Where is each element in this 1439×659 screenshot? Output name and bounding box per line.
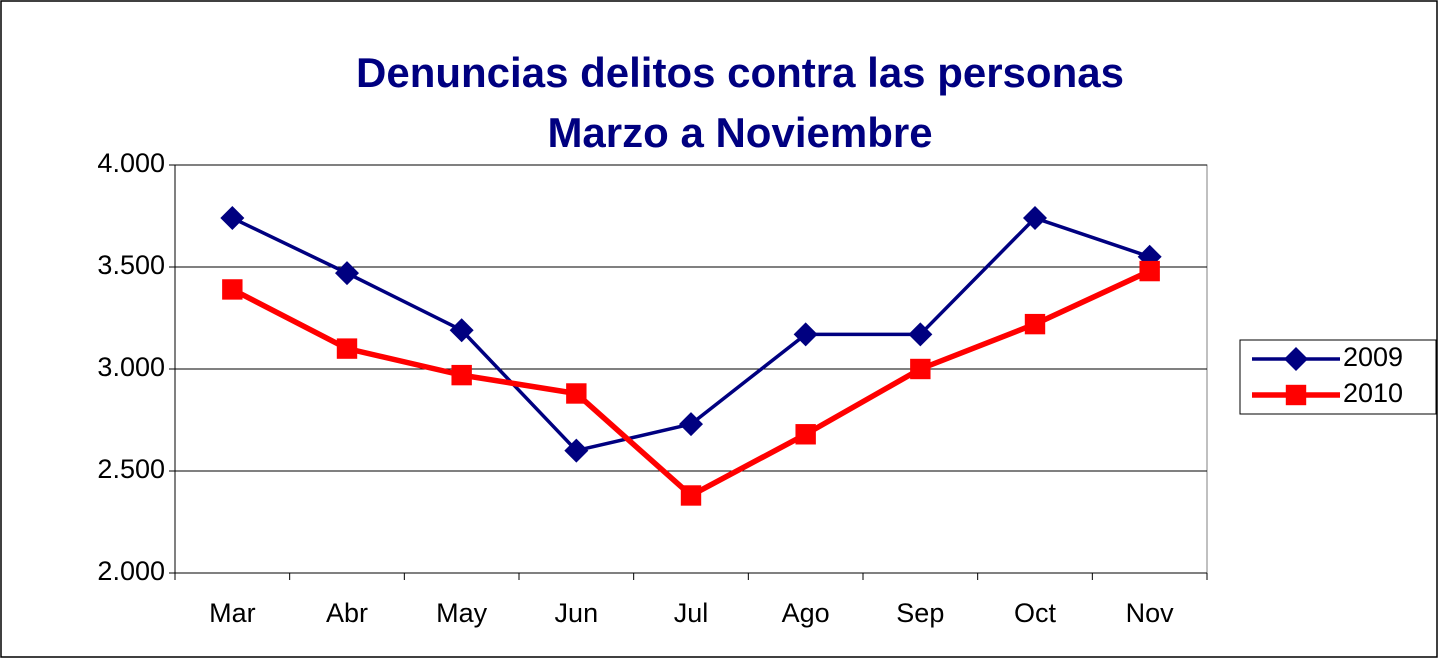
- y-tick-label: 3.000: [97, 352, 165, 382]
- marker: [566, 383, 587, 404]
- x-tick-label: Jun: [555, 598, 599, 628]
- marker: [564, 438, 589, 463]
- marker: [336, 338, 358, 359]
- x-tick-label: Abr: [326, 598, 368, 628]
- legend-marker: [1285, 384, 1307, 406]
- chart-title: Denuncias delitos contra las personas: [356, 49, 1124, 96]
- x-tick-label: Ago: [782, 598, 830, 628]
- marker: [222, 279, 243, 300]
- y-tick-label: 2.500: [97, 454, 165, 484]
- marker: [1023, 206, 1047, 231]
- x-tick-label: Nov: [1126, 598, 1175, 628]
- x-tick-label: Mar: [209, 598, 256, 628]
- marker: [335, 261, 359, 286]
- legend-marker: [1284, 347, 1308, 371]
- marker: [679, 412, 703, 437]
- y-tick-label: 2.000: [97, 556, 165, 586]
- x-tick-label: May: [436, 598, 488, 628]
- marker: [680, 485, 702, 506]
- marker: [910, 358, 931, 380]
- y-tick-label: 4.000: [97, 148, 165, 178]
- marker: [1024, 313, 1046, 335]
- marker: [793, 322, 818, 347]
- legend-box: [1239, 339, 1437, 415]
- marker: [451, 364, 472, 386]
- marker: [449, 318, 474, 343]
- legend-label: 2009: [1343, 342, 1403, 372]
- marker: [795, 424, 816, 445]
- x-tick-label: Oct: [1014, 598, 1057, 628]
- x-tick-label: Jul: [674, 598, 709, 628]
- y-tick-label: 3.500: [97, 250, 165, 280]
- marker: [1139, 260, 1160, 282]
- marker: [908, 322, 933, 347]
- marker: [220, 206, 245, 231]
- legend-label: 2010: [1343, 378, 1403, 408]
- chart-title: Marzo a Noviembre: [547, 109, 932, 156]
- x-tick-label: Sep: [896, 598, 944, 628]
